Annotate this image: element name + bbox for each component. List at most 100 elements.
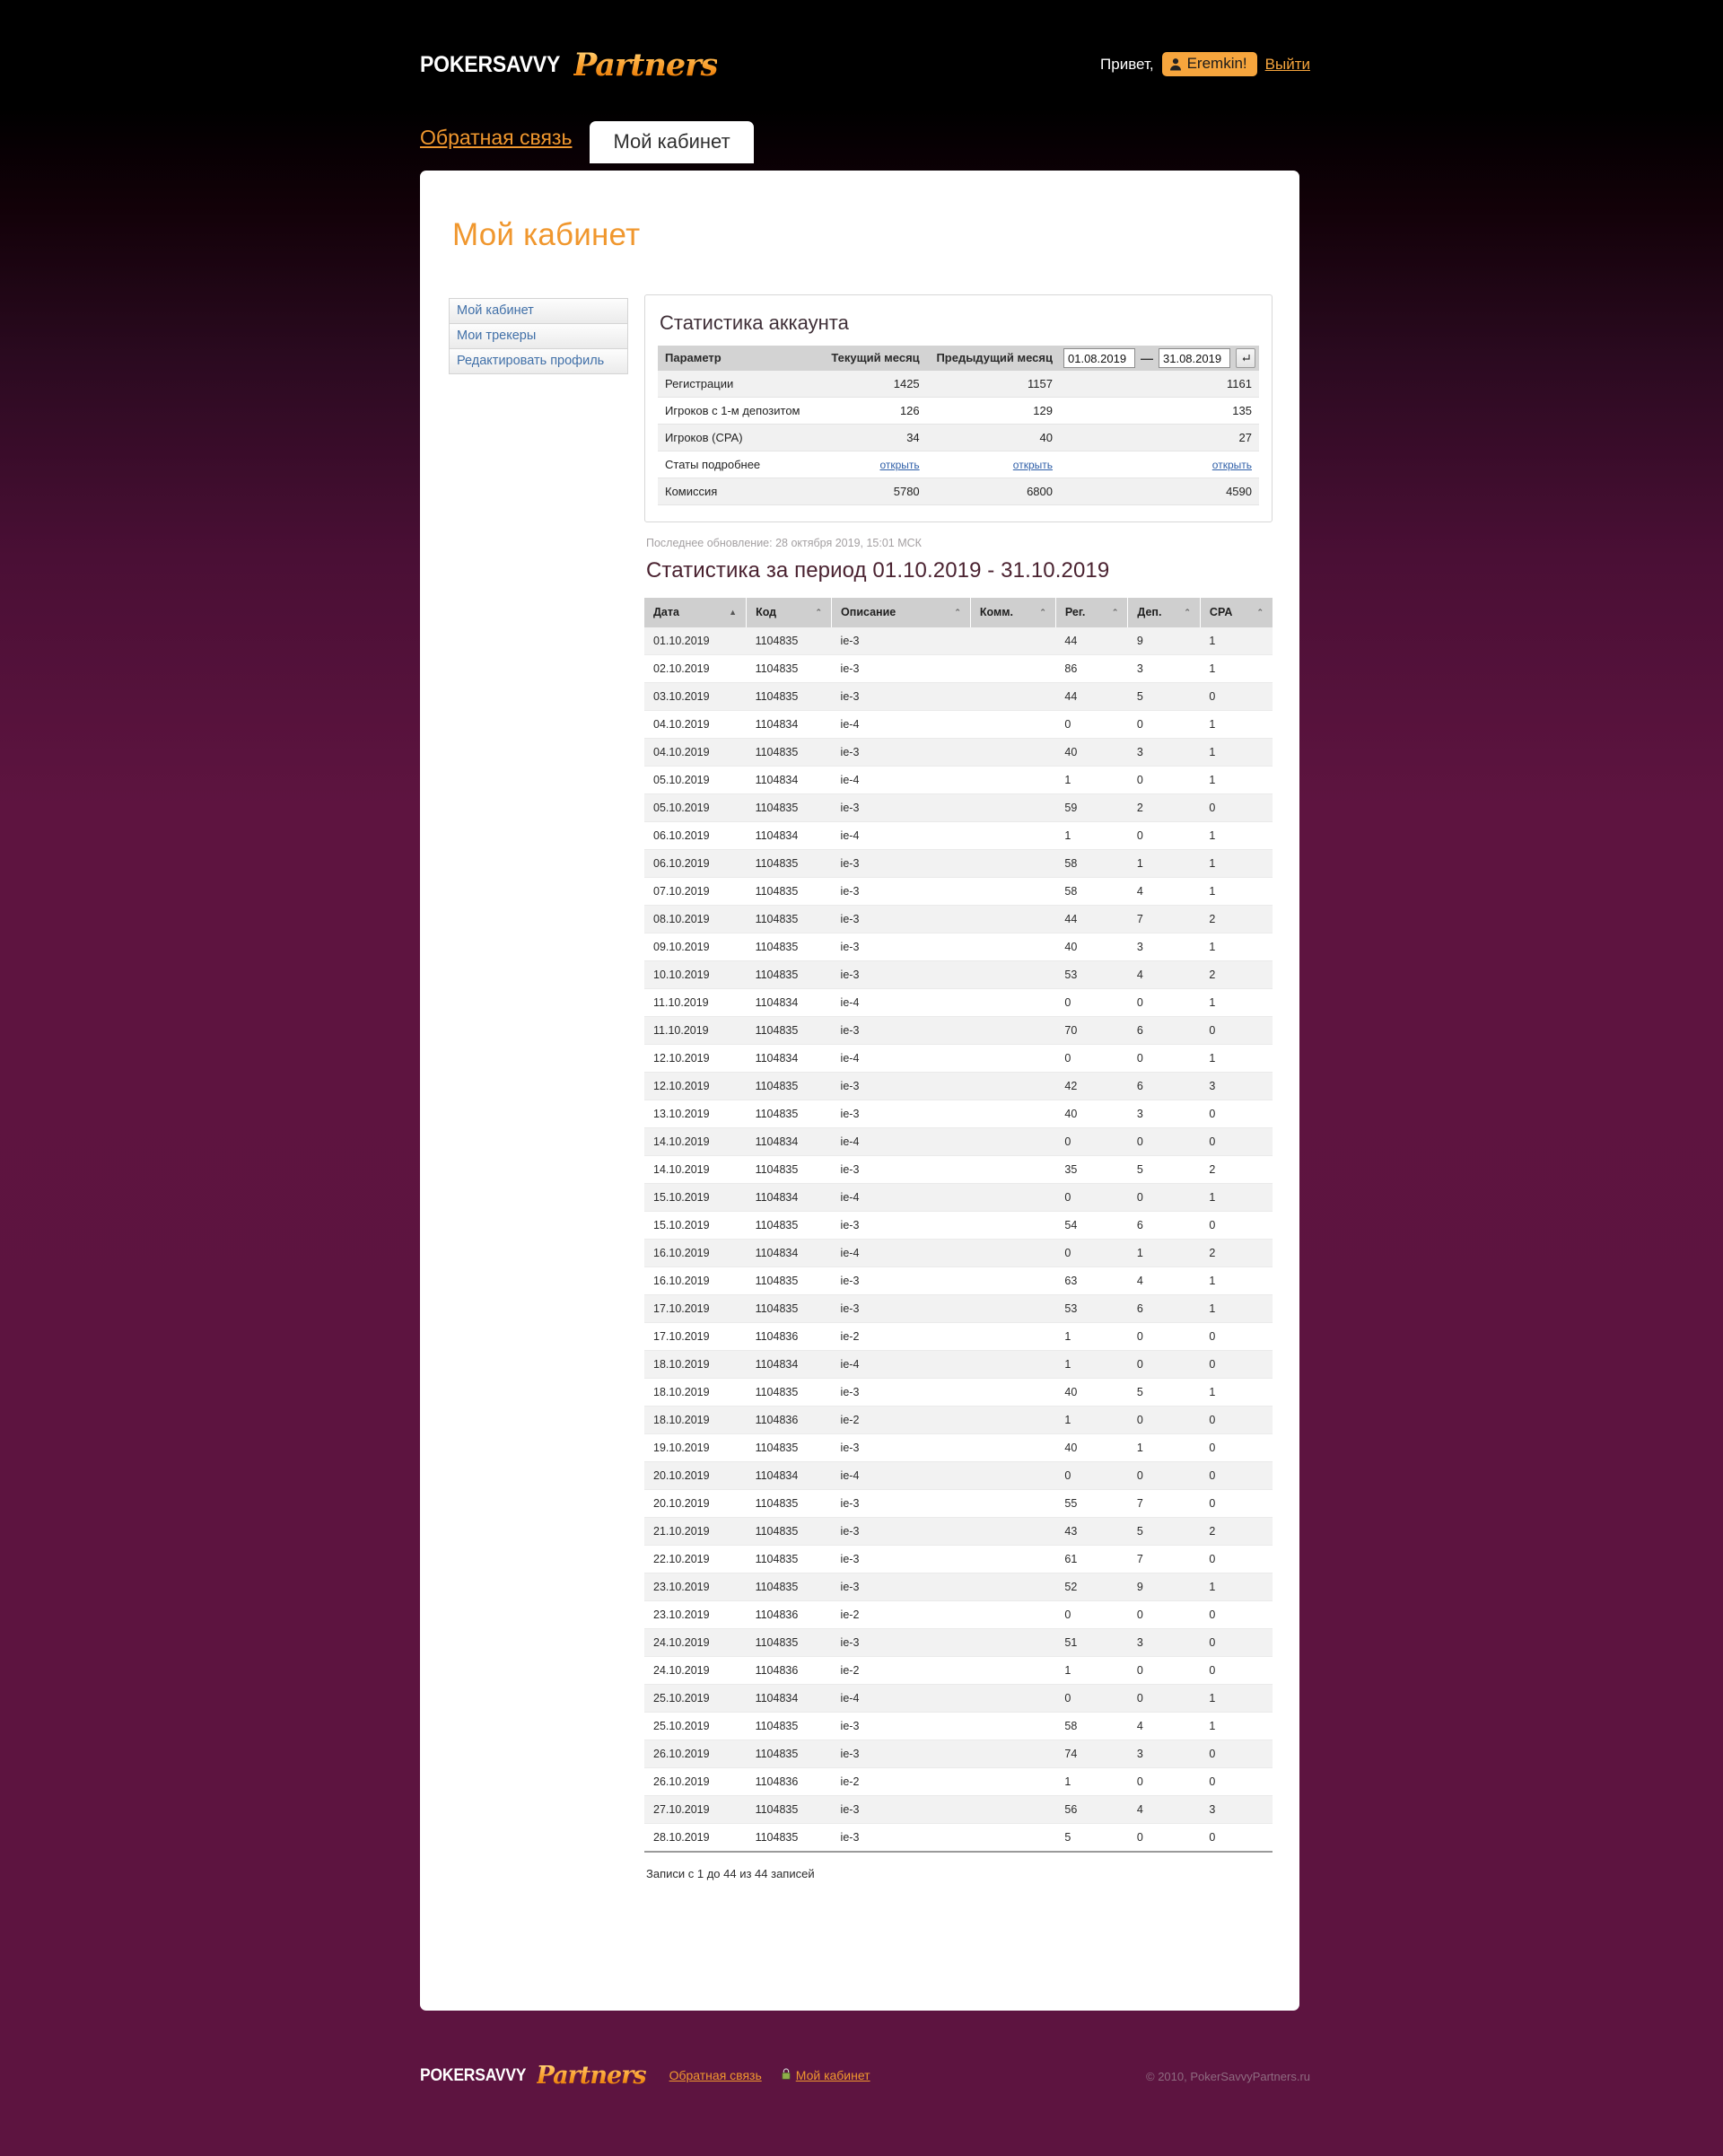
open-link-range[interactable]: открыть	[1211, 459, 1252, 471]
cell-date: 20.10.2019	[644, 1461, 747, 1490]
cell-cpa: 2	[1200, 1239, 1273, 1267]
open-link-previous[interactable]: открыть	[1012, 459, 1053, 471]
stat-range-value: 135	[1060, 397, 1259, 425]
stat-previous-value: 1157	[926, 371, 1060, 398]
cell-comm	[970, 1072, 1056, 1100]
table-row: 11.10.2019 1104835 ie-3 70 6 0	[644, 1016, 1273, 1045]
cell-desc: ie-3	[831, 877, 971, 906]
cell-code: 1104834	[746, 821, 832, 850]
cell-reg: 53	[1055, 960, 1128, 989]
cell-desc: ie-2	[831, 1600, 971, 1629]
cell-reg: 0	[1055, 1461, 1128, 1490]
table-row: 14.10.2019 1104834 ie-4 0 0 0	[644, 1127, 1273, 1156]
cell-date: 17.10.2019	[644, 1294, 747, 1323]
footer-link-feedback[interactable]: Обратная связь	[669, 2068, 762, 2082]
open-link-current[interactable]: открыть	[879, 459, 920, 471]
cell-code: 1104834	[746, 1350, 832, 1379]
table-row: 16.10.2019 1104835 ie-3 63 4 1	[644, 1266, 1273, 1295]
cell-comm	[970, 766, 1056, 794]
cell-reg: 54	[1055, 1211, 1128, 1240]
cell-dep: 0	[1127, 821, 1201, 850]
table-row: 09.10.2019 1104835 ie-3 40 3 1	[644, 933, 1273, 961]
nav-tab-cabinet[interactable]: Мой кабинет	[590, 120, 754, 163]
cell-code: 1104836	[746, 1600, 832, 1629]
cell-date: 05.10.2019	[644, 766, 747, 794]
table-row: 26.10.2019 1104835 ie-3 74 3 0	[644, 1740, 1273, 1768]
site-logo[interactable]: POKERSAVVY Partners	[420, 43, 718, 83]
sort-toggle-icon: ⌃	[815, 607, 823, 617]
cell-desc: ie-3	[831, 1100, 971, 1128]
col-header-dep[interactable]: Деп. ⌃	[1127, 598, 1201, 627]
col-header-comm[interactable]: Комм. ⌃	[970, 598, 1056, 627]
cell-date: 18.10.2019	[644, 1350, 747, 1379]
cell-dep: 9	[1127, 1573, 1201, 1601]
cell-comm	[970, 738, 1056, 767]
date-from-input[interactable]	[1063, 348, 1135, 368]
cell-reg: 40	[1055, 1378, 1128, 1407]
cell-desc: ie-4	[831, 821, 971, 850]
stat-param-label: Статы подробнее	[658, 451, 820, 478]
footer-link-cabinet-wrap[interactable]: Мой кабинет	[782, 2068, 870, 2082]
cell-desc: ie-3	[831, 1573, 971, 1601]
cell-date: 12.10.2019	[644, 1072, 747, 1100]
cell-code: 1104834	[746, 710, 832, 739]
cell-dep: 1	[1127, 1239, 1201, 1267]
table-row: 05.10.2019 1104835 ie-3 59 2 0	[644, 793, 1273, 822]
table-row: 18.10.2019 1104834 ie-4 1 0 0	[644, 1350, 1273, 1379]
cell-date: 09.10.2019	[644, 933, 747, 961]
sidebar-item-edit-profile[interactable]: Редактировать профиль	[449, 348, 628, 375]
table-row: 19.10.2019 1104835 ie-3 40 1 0	[644, 1433, 1273, 1462]
cell-desc: ie-3	[831, 1740, 971, 1768]
table-row: Игроков (CPA) 34 40 27	[658, 424, 1259, 451]
cell-reg: 58	[1055, 1712, 1128, 1740]
sidebar-item-cabinet[interactable]: Мой кабинет	[449, 298, 628, 324]
nav-link-feedback[interactable]: Обратная связь	[420, 125, 573, 149]
cell-date: 17.10.2019	[644, 1322, 747, 1351]
col-header-date[interactable]: Дата ▲	[644, 598, 748, 627]
col-header-cpa[interactable]: CPA ⌃	[1200, 598, 1273, 627]
cell-date: 16.10.2019	[644, 1266, 747, 1295]
table-row: 08.10.2019 1104835 ie-3 44 7 2	[644, 905, 1273, 933]
enter-arrow-icon[interactable]	[1236, 348, 1255, 368]
sidebar-item-trackers[interactable]: Мои трекеры	[449, 323, 628, 349]
logout-link[interactable]: Выйти	[1264, 55, 1310, 73]
cell-date: 03.10.2019	[644, 682, 747, 711]
content-panel: Мой кабинет Мой кабинет Мои трекеры Реда…	[420, 171, 1299, 2011]
lock-icon	[782, 2068, 791, 2082]
cell-dep: 7	[1127, 1545, 1201, 1573]
cell-code: 1104835	[746, 960, 832, 989]
cell-cpa: 1	[1200, 738, 1273, 767]
cell-comm	[970, 1795, 1056, 1824]
cell-comm	[970, 1656, 1056, 1685]
cell-dep: 3	[1127, 654, 1201, 683]
col-header-label: Деп.	[1137, 606, 1162, 618]
date-to-input[interactable]	[1159, 348, 1230, 368]
cell-reg: 0	[1055, 1183, 1128, 1212]
cell-cpa: 2	[1200, 1517, 1273, 1546]
cell-desc: ie-3	[831, 1712, 971, 1740]
cell-code: 1104836	[746, 1322, 832, 1351]
cell-desc: ie-3	[831, 960, 971, 989]
user-badge[interactable]: Eremkin!	[1161, 52, 1257, 76]
cell-code: 1104835	[746, 1712, 832, 1740]
col-header-reg[interactable]: Рег. ⌃	[1055, 598, 1129, 627]
table-row: 12.10.2019 1104835 ie-3 42 6 3	[644, 1072, 1273, 1100]
cell-comm	[970, 1211, 1056, 1240]
table-row: 15.10.2019 1104834 ie-4 0 0 1	[644, 1183, 1273, 1212]
cell-date: 23.10.2019	[644, 1573, 747, 1601]
cell-code: 1104835	[746, 1100, 832, 1128]
table-row: 03.10.2019 1104835 ie-3 44 5 0	[644, 682, 1273, 711]
footer-logo[interactable]: POKERSAVVY Partners	[420, 2059, 647, 2090]
stat-range-cell: открыть	[1060, 451, 1259, 478]
cell-reg: 42	[1055, 1072, 1128, 1100]
col-header-code[interactable]: Код ⌃	[746, 598, 833, 627]
cell-cpa: 1	[1200, 1266, 1273, 1295]
col-header-desc[interactable]: Описание ⌃	[831, 598, 971, 627]
cell-cpa: 1	[1200, 1183, 1273, 1212]
cell-comm	[970, 793, 1056, 822]
table-row: 11.10.2019 1104834 ie-4 0 0 1	[644, 988, 1273, 1017]
cell-reg: 56	[1055, 1795, 1128, 1824]
date-range-dash: —	[1141, 351, 1153, 365]
cell-desc: ie-4	[831, 710, 971, 739]
cell-desc: ie-4	[831, 1239, 971, 1267]
